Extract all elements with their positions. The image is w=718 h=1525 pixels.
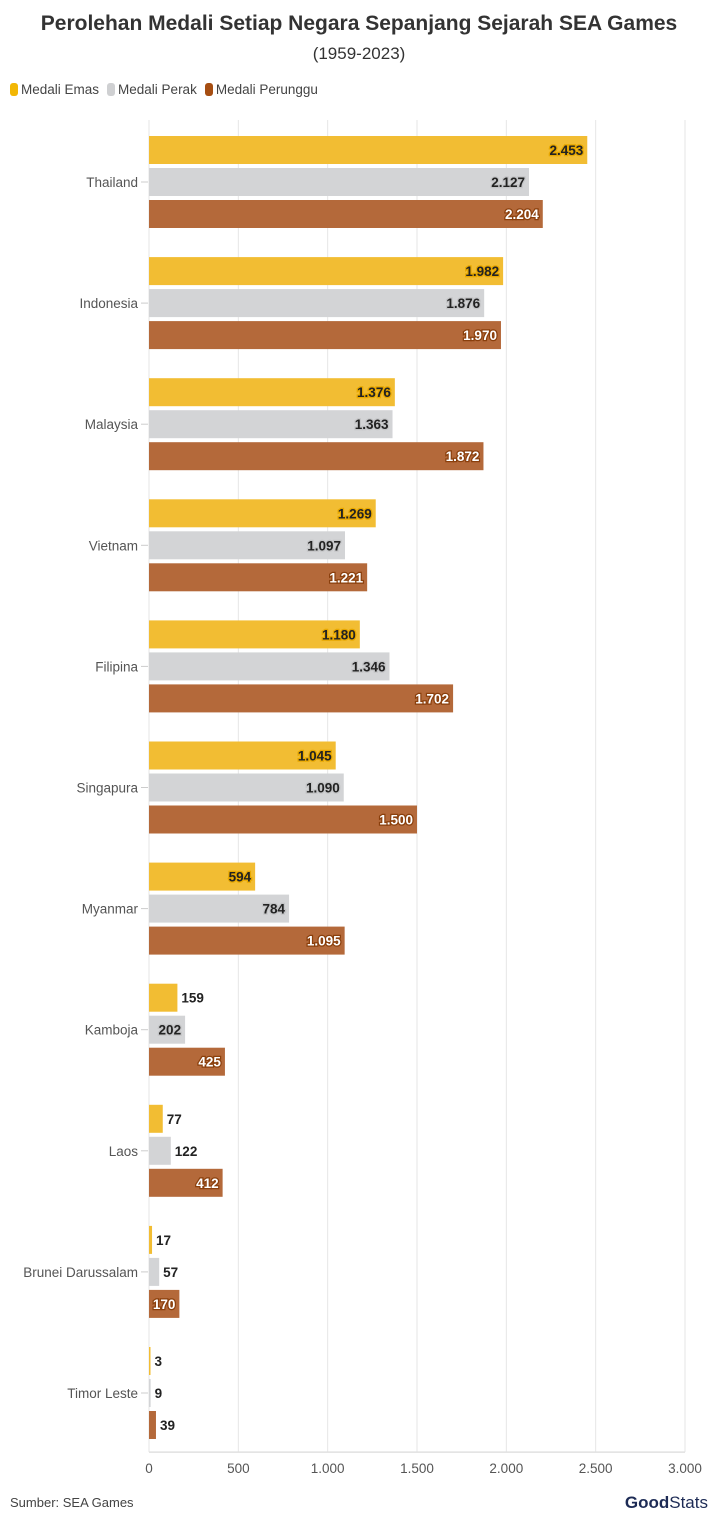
bar (149, 1168, 223, 1197)
data-label: 1.376 (357, 385, 391, 400)
category-label: Vietnam (89, 538, 138, 553)
legend-item[interactable]: Medali Perunggu (204, 82, 318, 97)
bar-chart: 0 500 1.000 1.500 2.000 2.500 3.000 Thailand 2.4… (23, 120, 702, 1476)
data-label: 1.702 (415, 691, 449, 706)
category-label: Laos (109, 1144, 139, 1159)
data-label: 412 (196, 1176, 219, 1191)
category-label: Indonesia (79, 296, 138, 311)
legend-label: Medali Perak (118, 82, 197, 97)
bar (149, 321, 501, 350)
legend: Medali Emas Medali Perak Medali Perunggu (10, 82, 318, 97)
bar (149, 1257, 160, 1286)
x-tick-label: 0 (145, 1461, 153, 1476)
data-label: 1.970 (463, 328, 497, 343)
bar (149, 652, 390, 681)
category-label: Kamboja (85, 1023, 139, 1038)
bar (149, 200, 543, 228)
legend-swatch (107, 83, 116, 96)
bar (149, 805, 417, 834)
data-label: 1.180 (322, 627, 356, 642)
bar (149, 378, 395, 407)
bar (149, 620, 360, 649)
data-label: 594 (229, 870, 252, 885)
bar (149, 1347, 151, 1375)
data-label: 9 (155, 1386, 163, 1401)
data-label: 159 (181, 991, 204, 1006)
data-label: 784 (263, 902, 286, 917)
data-label: 1.500 (379, 813, 413, 828)
category-label: Thailand (86, 175, 138, 190)
x-tick-label: 500 (227, 1461, 250, 1476)
bar (149, 499, 376, 528)
bar (149, 1104, 163, 1133)
legend-item[interactable]: Medali Perak (107, 82, 197, 97)
data-label: 39 (160, 1418, 175, 1433)
data-label: 202 (159, 1023, 182, 1038)
bar (149, 531, 345, 560)
goodstats-logo: GoodStats (624, 1493, 708, 1512)
legend-item[interactable]: Medali Emas (10, 82, 99, 97)
data-label: 1.097 (307, 538, 341, 553)
bar (149, 1136, 171, 1165)
category-label: Brunei Darussalam (23, 1265, 138, 1280)
bar (149, 563, 368, 592)
data-label: 425 (198, 1055, 221, 1070)
source-note: Sumber: SEA Games (10, 1495, 134, 1510)
legend-swatch (204, 83, 213, 96)
bar (149, 257, 504, 286)
bar (149, 1047, 225, 1076)
legend-label: Medali Perunggu (215, 82, 318, 97)
data-label: 122 (175, 1144, 198, 1159)
bar (149, 1379, 151, 1407)
data-label: 1.090 (306, 781, 340, 796)
data-label: 170 (153, 1297, 176, 1312)
legend-swatch (10, 83, 18, 96)
legend-label: Medali Emas (21, 82, 100, 97)
x-tick-label: 1.000 (311, 1461, 345, 1476)
data-label: 1.872 (446, 449, 480, 464)
bar (149, 1015, 186, 1044)
data-label: 1.876 (446, 296, 480, 311)
bar (149, 983, 178, 1012)
bar (149, 1289, 180, 1318)
x-tick-label: 1.500 (400, 1461, 434, 1476)
bar (149, 1411, 156, 1439)
x-tick-label: 2.500 (579, 1461, 613, 1476)
bar (149, 862, 256, 891)
bar (149, 773, 344, 802)
bar (149, 289, 485, 318)
data-label: 17 (156, 1233, 171, 1248)
category-label: Myanmar (82, 902, 139, 917)
data-label: 2.204 (505, 207, 539, 222)
data-label: 1.045 (298, 749, 332, 764)
chart-title: Perolehan Medali Setiap Negara Sepanjang… (40, 12, 678, 35)
data-label: 57 (163, 1265, 178, 1280)
data-label: 2.453 (549, 143, 583, 158)
category-label: Timor Leste (67, 1386, 138, 1401)
data-label: 1.346 (352, 659, 386, 674)
bar (149, 926, 345, 955)
data-label: 77 (167, 1112, 182, 1127)
bar (149, 410, 393, 439)
data-label: 1.363 (355, 417, 389, 432)
bar (149, 894, 290, 923)
data-label: 1.095 (307, 934, 341, 949)
data-label: 1.982 (465, 264, 499, 279)
bar (149, 442, 484, 471)
x-tick-label: 2.000 (489, 1461, 523, 1476)
bar (149, 684, 454, 713)
data-label: 3 (155, 1354, 163, 1369)
bar (149, 741, 336, 770)
bar (149, 136, 588, 164)
data-label: 2.127 (491, 175, 525, 190)
category-label: Malaysia (85, 417, 139, 432)
x-tick-label: 3.000 (668, 1461, 702, 1476)
category-label: Singapura (76, 781, 138, 796)
bar (149, 168, 530, 196)
data-label: 1.221 (329, 570, 363, 585)
chart-subtitle: (1959-2023) (312, 44, 406, 63)
data-label: 1.269 (338, 506, 372, 521)
category-label: Filipina (95, 659, 138, 674)
bar (149, 1225, 153, 1254)
